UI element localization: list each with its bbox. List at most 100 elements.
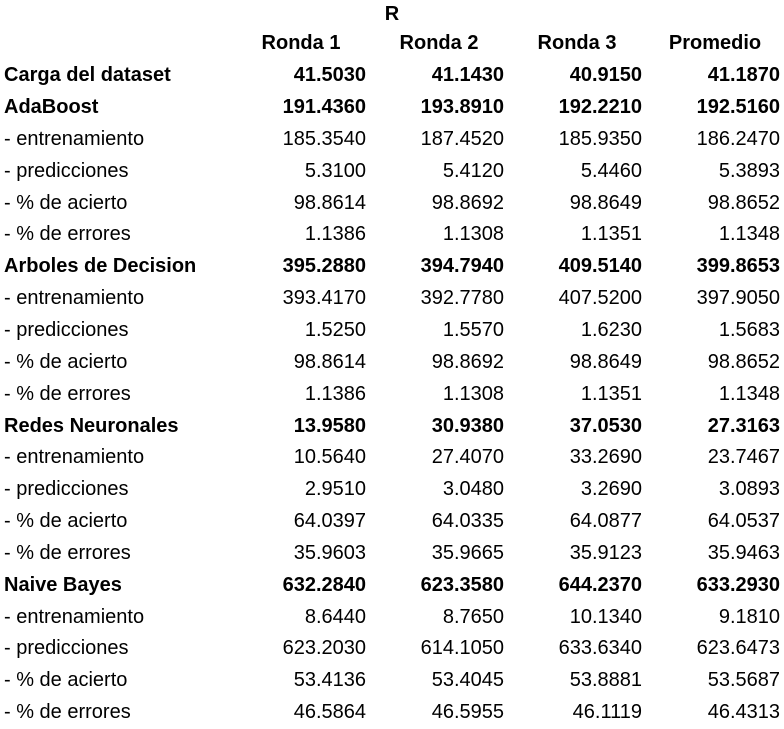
table-row: - % de errores 46.5864 46.5955 46.1119 46.43…	[0, 697, 784, 729]
header-label-cell	[0, 28, 232, 60]
row-label: Naive Bayes	[4, 573, 122, 596]
value-cell: 64.0537	[707, 510, 780, 533]
section-row: AdaBoost 191.4360 193.8910 192.2210 192.5160	[0, 92, 784, 124]
row-label: - entrenamiento	[4, 446, 145, 469]
value-cell: 1.1351	[580, 223, 642, 246]
row-label: - % de errores	[4, 382, 131, 405]
value-cell: 3.0893	[718, 478, 780, 501]
value-cell: 13.9580	[293, 414, 366, 437]
table-row: - predicciones 623.2030 614.1050 633.6340 62…	[0, 633, 784, 665]
value-cell: 64.0397	[293, 510, 366, 533]
header-row: Ronda 1 Ronda 2 Ronda 3 Promedio	[0, 28, 784, 60]
value-cell: 64.0335	[431, 510, 504, 533]
value-cell: 623.2030	[282, 637, 366, 660]
table-row: - entrenamiento 8.6440 8.7650 10.1340 9.1810	[0, 601, 784, 633]
row-label: Carga del dataset	[4, 64, 171, 87]
value-cell: 1.5683	[718, 319, 780, 342]
value-cell: 5.4460	[580, 159, 642, 182]
value-cell: 5.3100	[304, 159, 366, 182]
results-table: Ronda 1 Ronda 2 Ronda 3 Promedio Carga d…	[0, 28, 784, 729]
table-row: - % de errores 1.1386 1.1308 1.1351 1.1348	[0, 219, 784, 251]
value-cell: 1.1308	[442, 382, 504, 405]
value-cell: 98.8652	[707, 191, 780, 214]
value-cell: 193.8910	[420, 96, 504, 119]
value-cell: 1.1308	[442, 223, 504, 246]
value-cell: 53.4045	[431, 669, 504, 692]
value-cell: 632.2840	[282, 573, 366, 596]
value-cell: 10.1340	[569, 605, 642, 628]
value-cell: 192.5160	[696, 96, 780, 119]
value-cell: 46.5864	[293, 701, 366, 724]
value-cell: 23.7467	[707, 446, 780, 469]
row-label: AdaBoost	[4, 96, 99, 119]
row-label: - % de acierto	[4, 191, 128, 214]
row-label: - % de acierto	[4, 510, 128, 533]
row-label: - predicciones	[4, 637, 129, 660]
table-row: - entrenamiento 393.4170 392.7780 407.5200 3…	[0, 283, 784, 315]
header-ronda-1: Ronda 1	[261, 32, 341, 55]
value-cell: 633.6340	[558, 637, 642, 660]
row-label: - entrenamiento	[4, 605, 145, 628]
value-cell: 1.1351	[580, 382, 642, 405]
value-cell: 8.7650	[442, 605, 504, 628]
value-cell: 98.8692	[431, 191, 504, 214]
row-label: - entrenamiento	[4, 127, 145, 150]
table-row: - % de acierto 98.8614 98.8692 98.8649 98.86…	[0, 346, 784, 378]
value-cell: 3.0480	[442, 478, 504, 501]
value-cell: 98.8649	[569, 191, 642, 214]
value-cell: 1.1348	[718, 382, 780, 405]
section-row: Carga del dataset 41.5030 41.1430 40.9150 41…	[0, 60, 784, 92]
table-row: - % de acierto 53.4136 53.4045 53.8881 53.56…	[0, 665, 784, 697]
value-cell: 37.0530	[569, 414, 642, 437]
value-cell: 98.8652	[707, 350, 780, 373]
value-cell: 1.1386	[304, 382, 366, 405]
value-cell: 191.4360	[282, 96, 366, 119]
value-cell: 409.5140	[558, 255, 642, 278]
value-cell: 30.9380	[431, 414, 504, 437]
value-cell: 644.2370	[558, 573, 642, 596]
table-row: - % de errores 35.9603 35.9665 35.9123 35.94…	[0, 538, 784, 570]
header-ronda-2: Ronda 2	[399, 32, 479, 55]
table-row: - predicciones 1.5250 1.5570 1.6230 1.5683	[0, 315, 784, 347]
table-row: - entrenamiento 10.5640 27.4070 33.2690 23.7…	[0, 442, 784, 474]
value-cell: 394.7940	[420, 255, 504, 278]
value-cell: 98.8614	[293, 350, 366, 373]
table-row: - predicciones 5.3100 5.4120 5.4460 5.3893	[0, 155, 784, 187]
value-cell: 614.1050	[420, 637, 504, 660]
value-cell: 399.8653	[696, 255, 780, 278]
value-cell: 53.5687	[707, 669, 780, 692]
row-label: - % de acierto	[4, 669, 128, 692]
value-cell: 623.3580	[420, 573, 504, 596]
value-cell: 2.9510	[304, 478, 366, 501]
table-row: - entrenamiento 185.3540 187.4520 185.9350 1…	[0, 124, 784, 156]
value-cell: 192.2210	[558, 96, 642, 119]
row-label: Arboles de Decision	[4, 255, 197, 278]
value-cell: 33.2690	[569, 446, 642, 469]
table-body: Carga del dataset 41.5030 41.1430 40.9150 41…	[0, 60, 784, 729]
value-cell: 1.5250	[304, 319, 366, 342]
value-cell: 1.1348	[718, 223, 780, 246]
value-cell: 40.9150	[569, 64, 642, 87]
value-cell: 1.1386	[304, 223, 366, 246]
header-promedio: Promedio	[668, 32, 762, 55]
value-cell: 35.9665	[431, 541, 504, 564]
table-row: - predicciones 2.9510 3.0480 3.2690 3.0893	[0, 474, 784, 506]
row-label: Redes Neuronales	[4, 414, 179, 437]
value-cell: 9.1810	[718, 605, 780, 628]
value-cell: 53.8881	[569, 669, 642, 692]
value-cell: 46.4313	[707, 701, 780, 724]
value-cell: 1.6230	[580, 319, 642, 342]
value-cell: 41.5030	[293, 64, 366, 87]
value-cell: 187.4520	[420, 127, 504, 150]
table-row: - % de errores 1.1386 1.1308 1.1351 1.1348	[0, 378, 784, 410]
value-cell: 27.3163	[707, 414, 780, 437]
value-cell: 98.8649	[569, 350, 642, 373]
table-title: R	[384, 3, 400, 25]
value-cell: 3.2690	[580, 478, 642, 501]
value-cell: 46.5955	[431, 701, 504, 724]
value-cell: 10.5640	[293, 446, 366, 469]
section-row: Arboles de Decision 395.2880 394.7940 409.5…	[0, 251, 784, 283]
value-cell: 185.3540	[282, 127, 366, 150]
value-cell: 407.5200	[558, 287, 642, 310]
value-cell: 392.7780	[420, 287, 504, 310]
